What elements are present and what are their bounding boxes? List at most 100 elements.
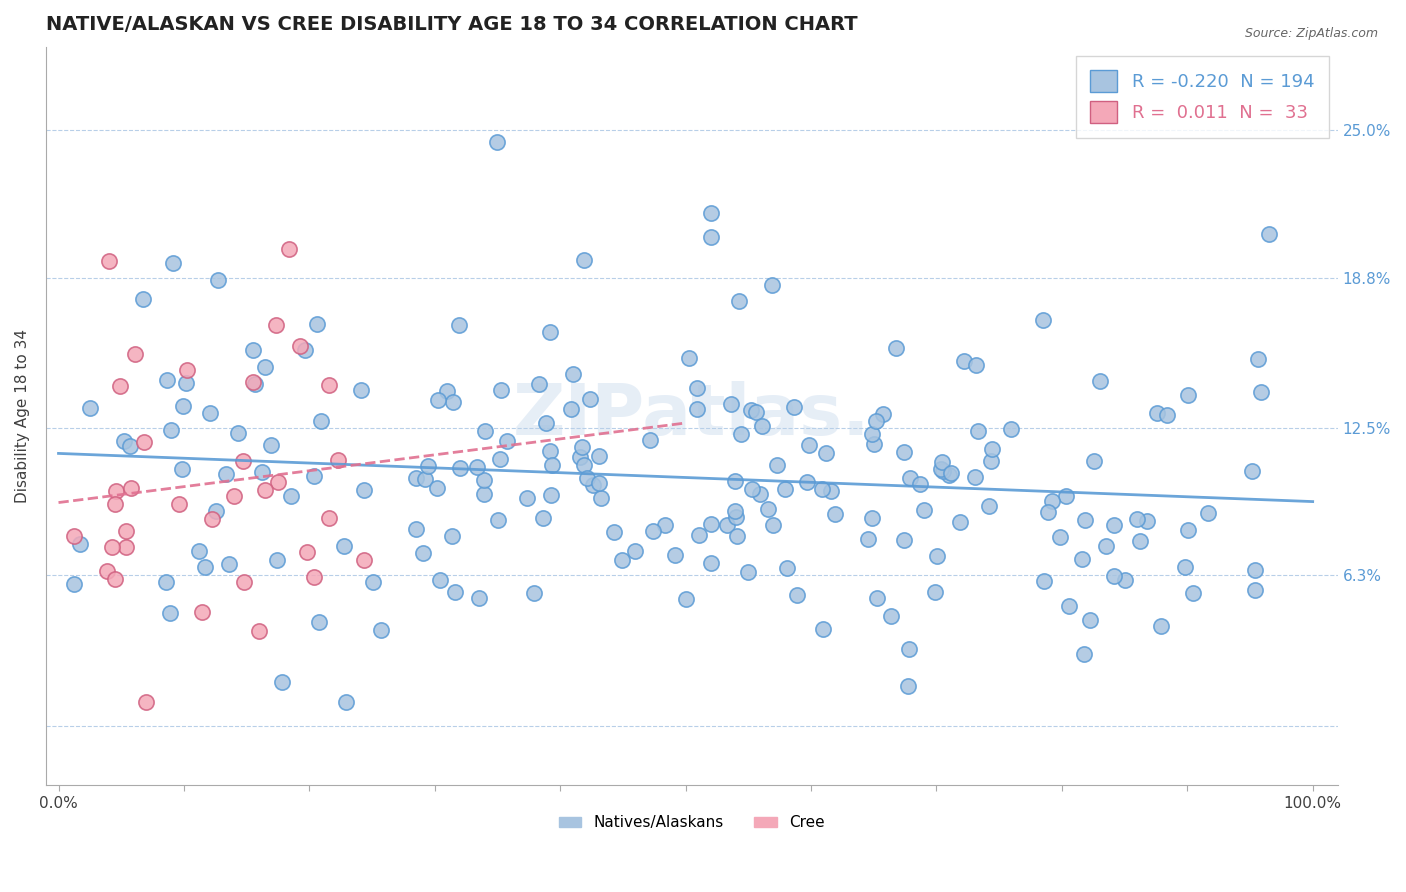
Point [135,695,157,709]
Point [62,529,84,543]
Point [277,243,299,257]
Point [700,516,723,531]
Point [773,482,796,496]
Point [880,609,903,624]
Point [1244,583,1267,598]
Text: NATIVE/ALASKAN VS CREE DISABILITY AGE 18 TO 34 CORRELATION CHART: NATIVE/ALASKAN VS CREE DISABILITY AGE 18… [46,15,858,34]
Point [1078,613,1101,627]
Point [350,384,373,398]
Point [602,524,624,539]
Point [912,502,935,516]
Point [488,452,510,467]
Point [866,591,889,606]
Legend: Natives/Alaskans, Cree: Natives/Alaskans, Cree [553,809,831,837]
Point [623,544,645,558]
Point [529,376,551,391]
Point [335,695,357,709]
Point [1129,533,1152,548]
Point [610,553,633,567]
Point [931,455,953,469]
Point [1177,388,1199,402]
Point [538,325,561,339]
Point [472,473,495,487]
Point [884,341,907,355]
Point [361,574,384,589]
Point [761,278,783,293]
Point [965,359,987,373]
Point [1040,494,1063,508]
Point [979,499,1001,513]
Point [724,474,747,488]
Point [1032,574,1054,588]
Point [898,641,921,656]
Point [1070,552,1092,566]
Point [187,544,209,558]
Point [308,615,330,629]
Point [295,545,318,559]
Point [449,460,471,475]
Point [120,482,142,496]
Point [1094,539,1116,553]
Point [108,378,131,392]
Point [264,318,287,333]
Point [174,376,197,390]
Point [893,444,915,458]
Point [100,541,122,555]
Point [860,511,883,525]
Point [531,511,554,525]
Point [441,394,464,409]
Point [908,476,931,491]
Point [207,273,229,287]
Point [588,450,610,464]
Point [638,433,661,447]
Point [333,539,356,553]
Point [1073,648,1095,662]
Point [737,565,759,579]
Point [267,475,290,489]
Point [226,425,249,440]
Point [468,591,491,606]
Point [405,471,427,485]
Point [429,573,451,587]
Point [232,453,254,467]
Point [654,518,676,533]
Point [591,491,613,505]
Point [932,464,955,478]
Point [523,586,546,600]
Point [897,679,920,693]
Point [740,403,762,417]
Point [797,437,820,451]
Point [1038,505,1060,519]
Point [353,553,375,567]
Point [156,373,179,387]
Point [444,584,467,599]
Point [288,339,311,353]
Point [105,483,128,498]
Point [1114,574,1136,588]
Point [418,458,440,473]
Point [963,469,986,483]
Point [191,605,214,619]
Point [898,471,921,485]
Point [1244,563,1267,577]
Point [201,511,224,525]
Point [1000,421,1022,435]
Point [776,561,799,575]
Point [242,343,264,358]
Point [664,548,686,562]
Point [856,533,879,547]
Point [472,487,495,501]
Point [427,392,450,407]
Point [783,400,806,414]
Point [716,517,738,532]
Point [353,483,375,497]
Point [686,402,709,417]
Point [700,557,723,571]
Point [307,317,329,331]
Point [1177,524,1199,538]
Point [134,435,156,450]
Point [796,475,818,489]
Point [749,487,772,501]
Point [97,254,120,268]
Point [745,405,768,419]
